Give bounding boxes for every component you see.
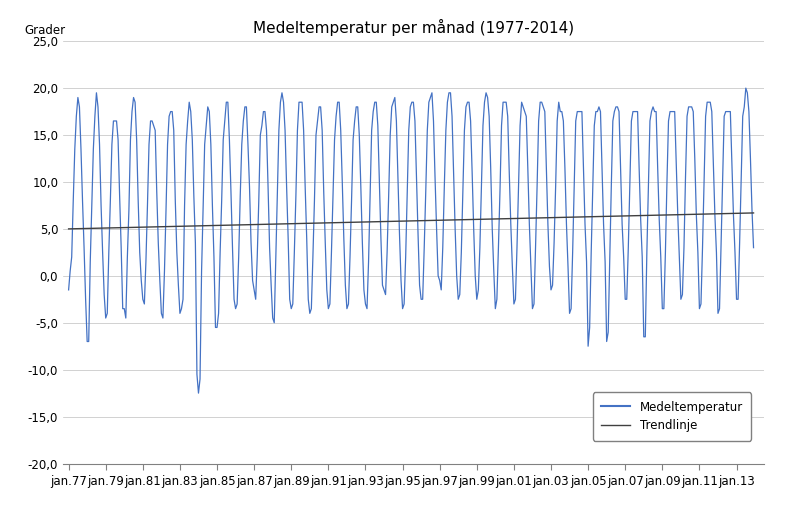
Medeltemperatur	[741, 85, 750, 91]
Title: Medeltemperatur per månad (1977-2014): Medeltemperatur per månad (1977-2014)	[253, 19, 574, 36]
Medeltemperatur	[285, 296, 295, 302]
Trendlinje	[310, 220, 319, 226]
Text: Grader: Grader	[24, 24, 65, 37]
Legend: Medeltemperatur, Trendlinje: Medeltemperatur, Trendlinje	[593, 392, 752, 441]
Line: Trendlinje: Trendlinje	[69, 213, 753, 229]
Medeltemperatur	[305, 310, 314, 316]
Trendlinje	[747, 210, 756, 216]
Line: Medeltemperatur: Medeltemperatur	[69, 88, 753, 393]
Medeltemperatur	[749, 245, 758, 251]
Medeltemperatur	[311, 132, 321, 138]
Trendlinje	[75, 226, 84, 232]
Trendlinje	[284, 221, 293, 227]
Trendlinje	[749, 210, 758, 216]
Trendlinje	[449, 217, 459, 223]
Medeltemperatur	[75, 104, 84, 110]
Medeltemperatur	[451, 226, 460, 232]
Trendlinje	[64, 226, 73, 232]
Trendlinje	[292, 220, 302, 227]
Medeltemperatur	[294, 99, 303, 105]
Medeltemperatur	[64, 287, 73, 293]
Medeltemperatur	[194, 390, 203, 396]
